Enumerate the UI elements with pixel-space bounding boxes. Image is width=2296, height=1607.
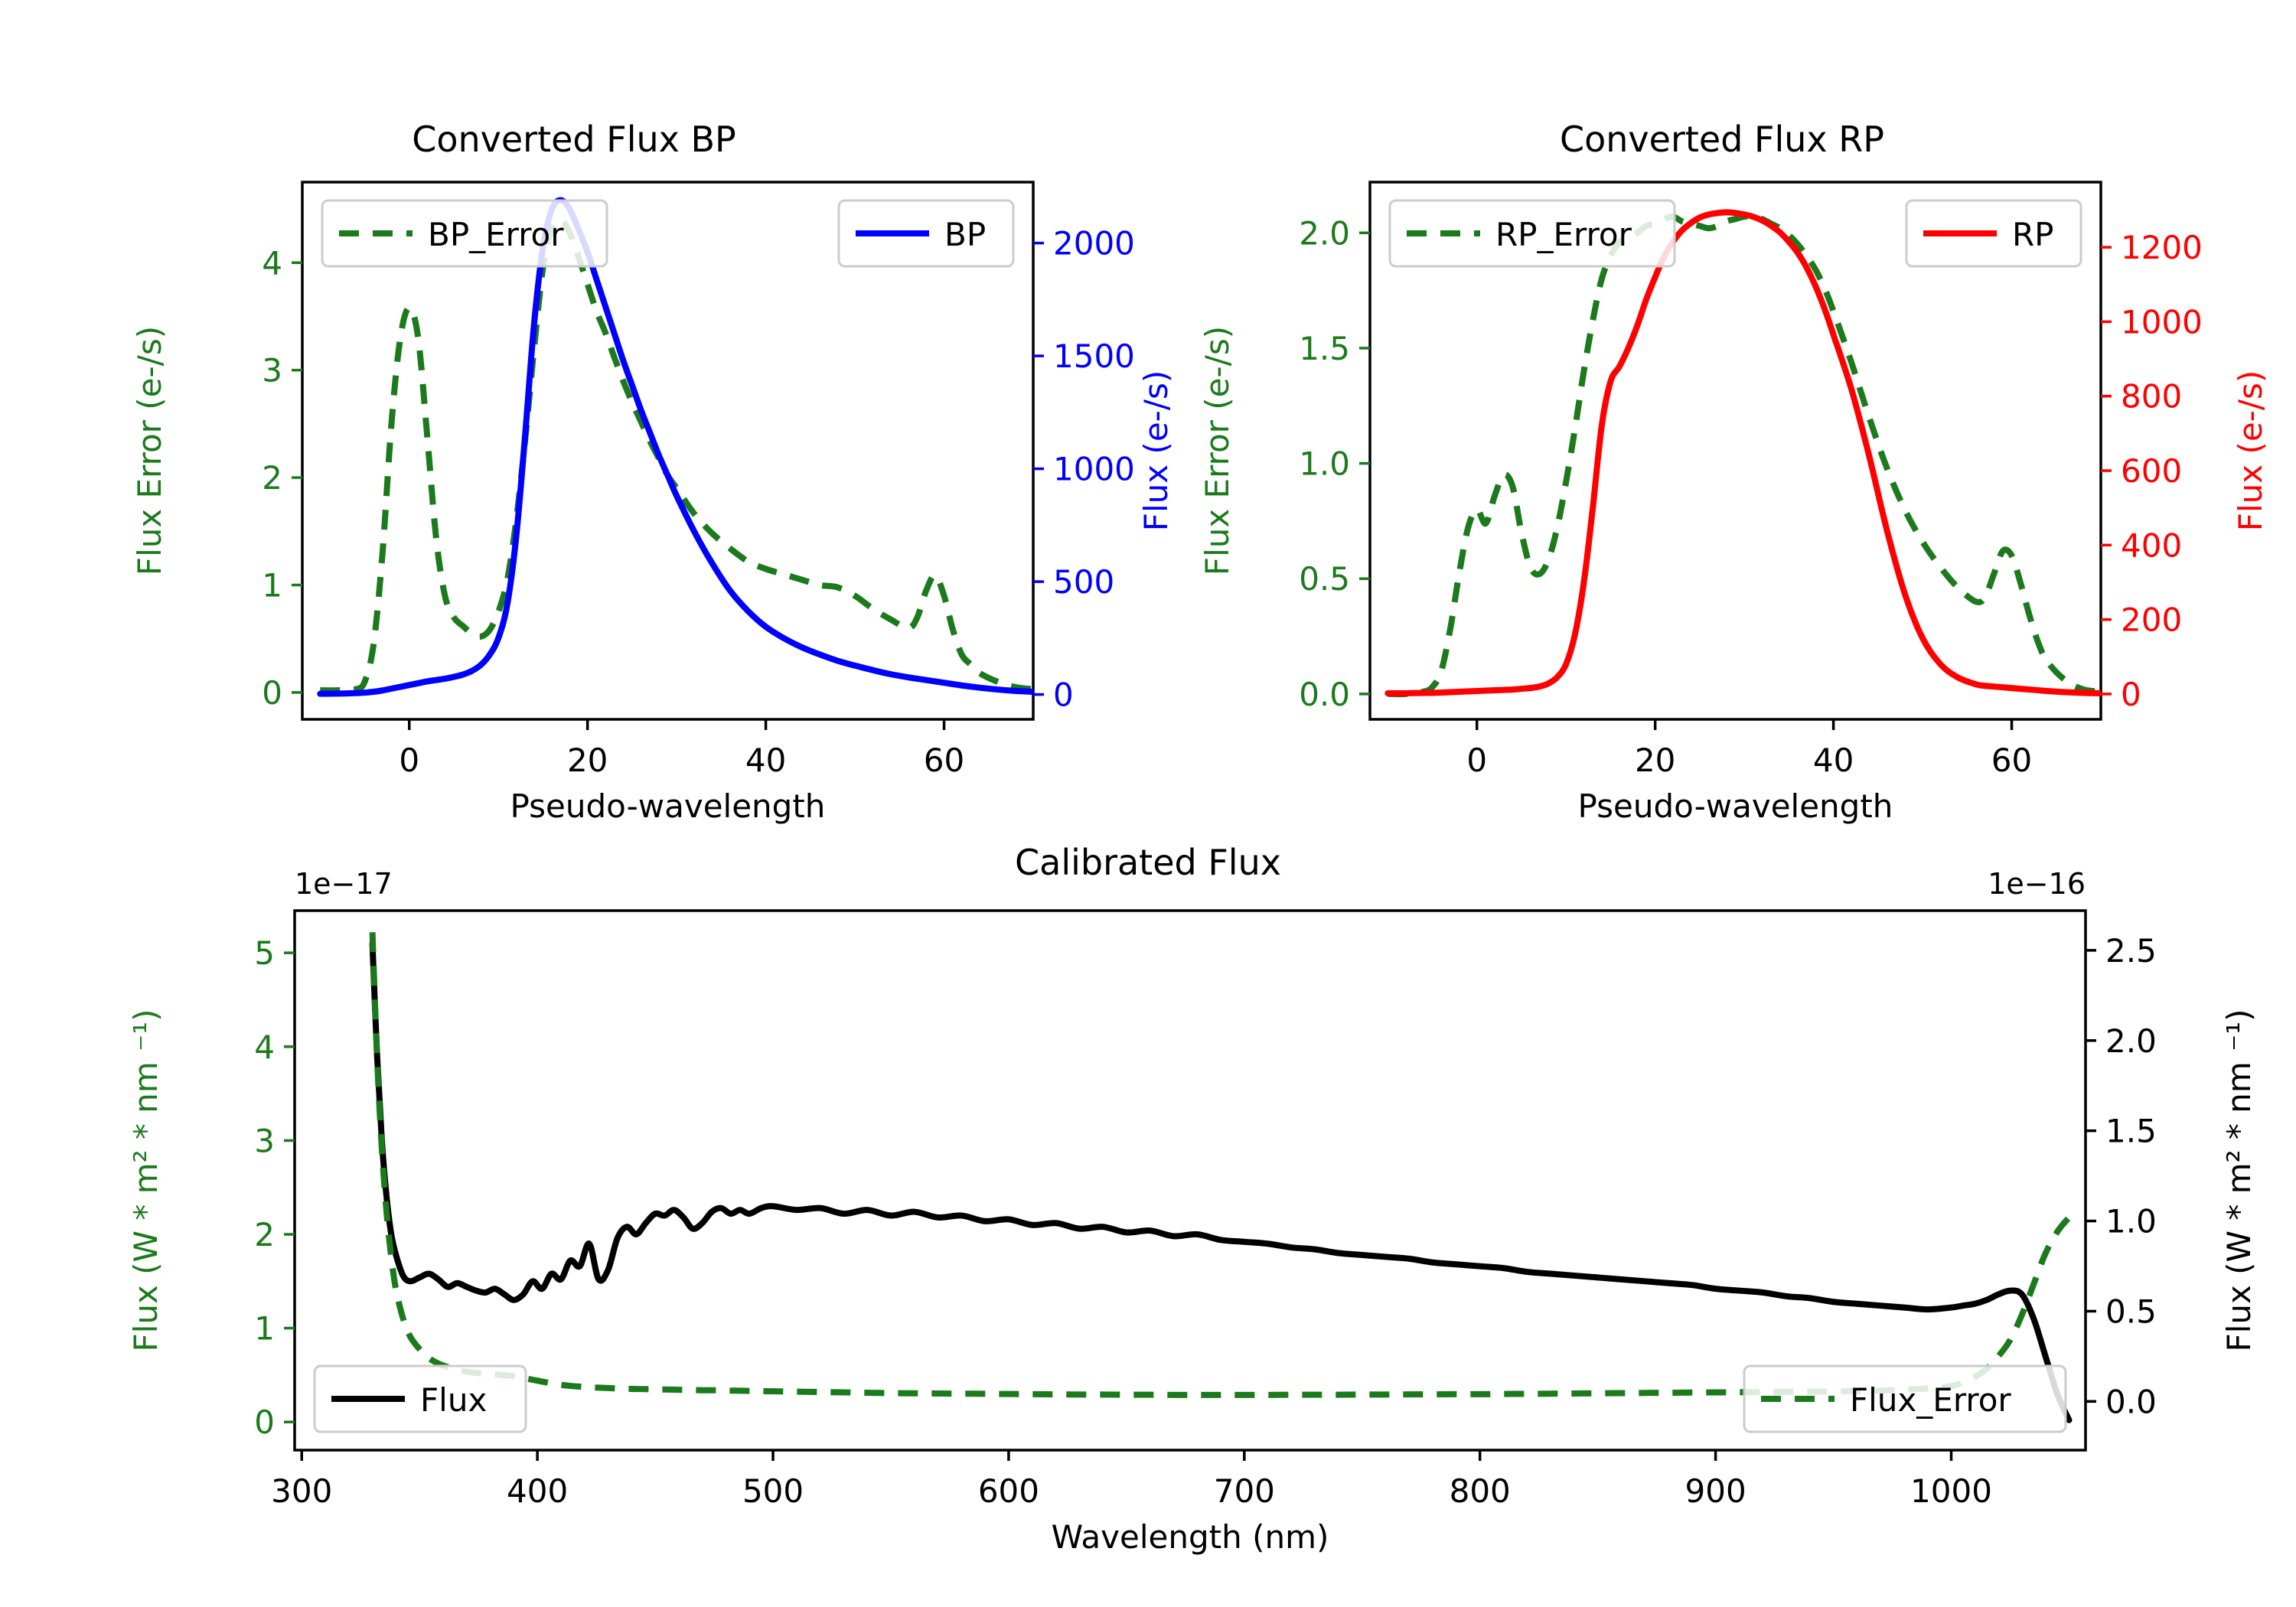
legend-label-rp: RP [2012,216,2054,253]
legend-label-bp: BP [944,216,986,253]
rp-chart-svg: 0 20 40 60 0.0 0.5 1.0 1.5 2.0 0 200 400 600 800 1000 1… [1199,181,2269,825]
x-tick-label: 800 [1450,1472,1511,1510]
y-right-tick-label: 2000 [1053,225,1135,262]
x-axis-label: Wavelength (nm) [1052,1518,1329,1556]
y-right-tick-label: 2.5 [2105,932,2157,970]
legend-flux[interactable]: Flux [313,1364,527,1433]
series-group [317,197,1033,697]
x-tick-label: 60 [1991,742,2032,779]
y-left-tick-label: 3 [254,1122,275,1159]
y-right-tick-label: 200 [2121,601,2182,639]
y-left-tick-label: 2.0 [1299,214,1350,252]
series-line-bp [317,197,1033,697]
calibrated-panel-title: Calibrated Flux [1015,842,1281,883]
y-left-tick-label: 0 [254,1403,275,1441]
legend-flux_error[interactable]: Flux_Error [1743,1364,2067,1433]
x-tick-label: 60 [924,742,964,779]
x-tick-label: 700 [1214,1472,1275,1510]
series-line-bp_error [320,216,1033,694]
calibrated-chart-svg: 300 400 500 600 700 800 900 1000 0 1 2 3 4 5 0.0 0.5 1.0… [127,867,2258,1556]
y-left-tick-label: 5 [254,934,275,972]
legend-background [1743,1364,2067,1433]
y-right-tick-label: 0 [1053,676,1074,714]
right-offset-label: 1e−16 [1988,867,2086,901]
legend-bp_error[interactable]: BP_Error [321,199,608,268]
x-axis-label: Pseudo-wavelength [510,787,826,825]
x-tick-label: 20 [1635,742,1675,779]
y-left-axis-label: Flux Error (e-/s) [131,326,168,575]
panel-calibrated-flux: Calibrated Flux 300 400 500 600 700 800 900 100… [0,811,2296,1607]
series-group [1384,209,2101,698]
x-tick-label: 500 [742,1472,804,1510]
legend-rp_error[interactable]: RP_Error [1388,199,1676,268]
y-left-tick-label: 2 [262,459,282,497]
y-left-tick-label: 1.0 [1299,445,1350,483]
legend-background [321,199,608,268]
series-group [369,932,2073,1423]
y-left-tick-label: 4 [262,244,282,282]
legend-label-bp_error: BP_Error [428,216,564,253]
x-axis-label: Pseudo-wavelength [1578,787,1893,825]
x-tick-label: 40 [745,742,786,779]
y-left-axis-label: Flux (W * m² * nm ⁻¹) [127,1009,165,1352]
legend-background [1388,199,1676,268]
legend-bp[interactable]: BP [837,199,1015,268]
legend-rp[interactable]: RP [1905,199,2082,268]
y-right-axis-label: Flux (e-/s) [1137,370,1175,531]
y-right-tick-label: 1.5 [2105,1113,2157,1150]
y-right-tick-label: 0.5 [2105,1292,2157,1330]
x-tick-label: 900 [1685,1472,1746,1510]
panel-converted-flux-rp: Converted Flux RP 0 20 40 60 0.0 0.5 1.0 1.5 2.0… [1148,0,2296,825]
y-left-tick-label: 1.5 [1299,330,1350,367]
plot-frame [301,181,1035,721]
x-tick-label: 0 [1466,742,1487,779]
legend-label-flux: Flux [420,1381,487,1419]
y-left-tick-label: 4 [254,1028,275,1066]
panel-converted-flux-bp: Converted Flux BP 0 20 40 60 0 1 2 3 4 0 500 1000 15… [0,0,1175,825]
y-left-tick-label: 0.0 [1299,676,1350,713]
x-tick-label: 600 [978,1472,1039,1510]
y-right-tick-label: 0.0 [2105,1383,2157,1420]
y-right-tick-label: 400 [2121,526,2182,564]
legend-background [313,1364,527,1433]
y-left-axis-label: Flux Error (e-/s) [1199,326,1236,575]
y-right-tick-label: 1000 [1053,451,1135,488]
x-tick-label: 300 [271,1472,332,1510]
y-left-tick-label: 0.5 [1299,560,1350,598]
y-right-tick-label: 2.0 [2105,1022,2157,1060]
y-right-tick-label: 1200 [2121,229,2203,266]
plot-frame [1368,181,2102,721]
y-right-tick-label: 600 [2121,452,2182,490]
y-right-tick-label: 500 [1053,563,1114,601]
rp-panel-title: Converted Flux RP [1560,119,1884,160]
series-line-flux [369,940,2073,1423]
y-right-tick-label: 800 [2121,378,2182,416]
series-line-rp_error [1388,213,2101,698]
y-right-tick-label: 0 [2121,676,2141,713]
series-line-rp [1384,209,2101,696]
y-left-tick-label: 1 [254,1310,275,1348]
series-line-flux_error [369,932,2072,1398]
left-offset-label: 1e−17 [295,867,393,901]
x-tick-label: 1000 [1910,1472,1992,1510]
y-right-tick-label: 1500 [1053,337,1135,375]
y-left-tick-label: 1 [262,567,282,605]
x-tick-label: 0 [399,742,419,779]
plot-frame [293,909,2087,1452]
bp-panel-title: Converted Flux BP [412,119,736,160]
y-right-tick-label: 1000 [2121,303,2203,341]
y-left-tick-label: 3 [262,352,282,390]
y-right-tick-label: 1.0 [2105,1203,2157,1240]
y-left-tick-label: 0 [262,674,282,712]
bp-chart-svg: 0 20 40 60012340500100015002000Pseudo-wavel… [131,181,1175,825]
x-tick-label: 20 [567,742,608,779]
y-right-axis-label: Flux (W * m² * nm ⁻¹) [2220,1009,2258,1352]
legend-label-rp_error: RP_Error [1495,216,1632,253]
x-tick-label: 40 [1813,742,1854,779]
legend-label-flux_error: Flux_Error [1850,1381,2011,1419]
y-left-tick-label: 2 [254,1216,275,1253]
x-tick-label: 400 [507,1472,568,1510]
y-right-axis-label: Flux (e-/s) [2232,370,2269,531]
